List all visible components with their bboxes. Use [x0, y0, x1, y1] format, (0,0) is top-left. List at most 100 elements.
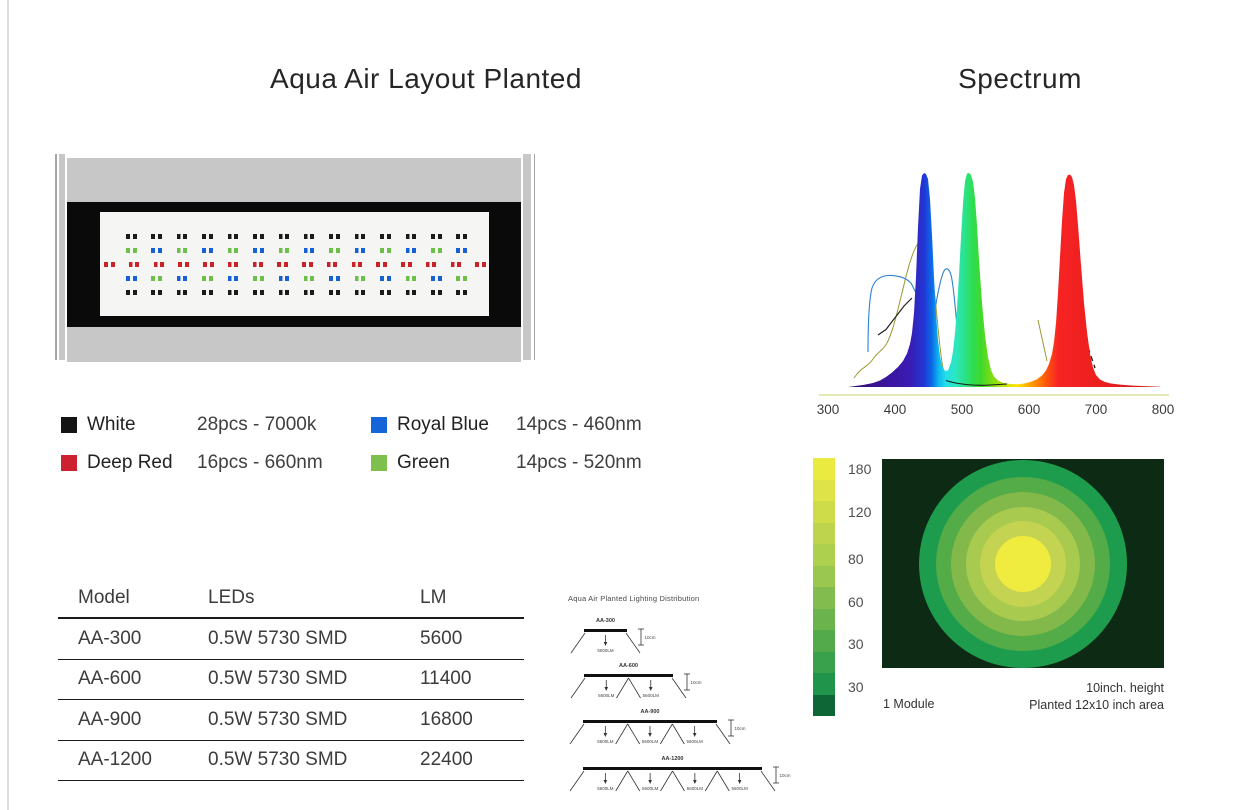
led-royal-blue: [278, 275, 290, 281]
diagram-lumen-label: 5600LM: [597, 648, 614, 653]
legend-detail: 28pcs - 7000k: [197, 414, 317, 435]
diagram-spread-line: [628, 677, 641, 699]
led-green: [380, 247, 391, 253]
legend-item-royal-blue: Royal Blue 14pcs - 460nm: [371, 414, 642, 436]
led-deep-red: [227, 261, 239, 267]
par-scale-segment: [813, 544, 835, 566]
led-white: [151, 233, 162, 239]
diagram-arrowhead: [648, 780, 652, 784]
spectrum-tick-700: 700: [1084, 402, 1108, 417]
led-white: [329, 233, 340, 239]
led-green: [354, 275, 366, 281]
par-scale-value: 180: [848, 461, 872, 477]
led-royal-blue: [253, 247, 264, 253]
diagram-spread-line: [625, 632, 641, 654]
led-royal-blue: [151, 247, 162, 253]
reference-curve-blue: [867, 274, 917, 353]
legend-detail: 14pcs - 520nm: [516, 452, 642, 473]
led-green: [253, 275, 264, 281]
spectrum-tick-500: 500: [950, 402, 974, 417]
par-height-area-labels: 10inch. height Planted 12x10 inch area: [1029, 680, 1164, 714]
led-white: [354, 233, 366, 239]
spectrum-tick-300: 300: [816, 402, 840, 417]
legend-detail: 14pcs - 460nm: [516, 414, 642, 435]
led-deep-red: [178, 261, 189, 267]
diagram-spread-line: [716, 770, 730, 792]
par-scale-segment: [813, 565, 835, 587]
led-white: [253, 290, 264, 295]
table-cell: 0.5W 5730 SMD: [208, 708, 348, 730]
led-deep-red: [326, 261, 338, 267]
legend-item-white: White 28pcs - 7000k: [61, 414, 316, 436]
legend-label: Green: [397, 452, 450, 473]
page-edge-line: [7, 0, 9, 810]
led-green: [202, 275, 213, 281]
legend-swatch: [371, 455, 387, 471]
diagram-spread-line: [671, 677, 687, 699]
fixture-right-edge-line: [533, 154, 535, 360]
led-deep-red: [302, 261, 313, 267]
table-cell: 0.5W 5730 SMD: [208, 749, 348, 771]
led-deep-red: [475, 261, 486, 267]
par-area-label: Planted 12x10 inch area: [1029, 698, 1164, 712]
legend-label: White: [87, 414, 136, 435]
led-white: [431, 233, 442, 239]
par-scale-segment: [813, 651, 835, 673]
par-scale-segment: [813, 694, 835, 716]
led-white: [278, 233, 290, 239]
led-green: [151, 275, 162, 281]
table-cell: 22400: [420, 749, 473, 771]
table-header-row: Model LEDs LM: [58, 578, 524, 619]
reference-curve-olive-red-flank: [1037, 319, 1048, 362]
diagram-arrowhead: [603, 642, 608, 646]
reference-curve-black: [877, 297, 913, 336]
led-white: [303, 233, 315, 239]
par-color-scale: [813, 458, 835, 716]
par-scale-segment: [813, 501, 835, 523]
led-white: [126, 290, 137, 295]
led-royal-blue: [126, 275, 137, 281]
led-green: [126, 247, 137, 253]
table-cell: AA-1200: [78, 749, 152, 771]
diagram-spread-line: [627, 723, 641, 745]
spectrum-chart: [848, 173, 1160, 387]
led-royal-blue: [405, 247, 417, 253]
led-royal-blue: [303, 247, 315, 253]
par-module-label: 1 Module: [883, 697, 935, 711]
diagram-spread-line: [659, 723, 673, 745]
reference-curve-black-bottom: [945, 379, 1008, 386]
diagram-spread-line: [569, 723, 585, 745]
diagram-arrowhead: [603, 780, 608, 784]
led-deep-red: [351, 261, 363, 267]
led-green: [303, 275, 315, 281]
diagram-lumen-label: 5600LM: [687, 739, 704, 744]
diagram-spread-line: [760, 770, 776, 792]
led-white: [227, 233, 239, 239]
diagram-model-label: AA-600: [619, 663, 638, 669]
diagram-spread-line: [616, 677, 629, 699]
table-header-leds: LEDs: [208, 586, 255, 608]
diagram-arrowhead: [603, 733, 608, 737]
spectrum-fill: [848, 173, 1160, 387]
led-green: [329, 247, 340, 253]
led-royal-blue: [176, 275, 188, 281]
diagram-spread-line: [570, 632, 586, 654]
table-cell: 5600: [420, 627, 463, 649]
table-cell: 0.5W 5730 SMD: [208, 627, 348, 649]
diagram-bar: [584, 674, 673, 677]
led-green: [227, 247, 239, 253]
led-row-4: [126, 275, 467, 281]
led-green: [278, 247, 290, 253]
led-deep-red: [104, 261, 115, 267]
led-green: [431, 247, 442, 253]
diagram-spread-line: [715, 723, 731, 745]
legend-label: Deep Red: [87, 452, 173, 473]
diagram-lumen-label: 5600LM: [597, 739, 614, 744]
fixture-left-bracket: [58, 154, 65, 360]
led-green: [176, 247, 188, 253]
reference-curve-blue-2: [930, 268, 959, 341]
diagram-lumen-label: 5600LM: [642, 786, 659, 791]
led-deep-red: [450, 261, 462, 267]
table-cell: 0.5W 5730 SMD: [208, 668, 348, 690]
diagram-bar: [584, 629, 627, 632]
